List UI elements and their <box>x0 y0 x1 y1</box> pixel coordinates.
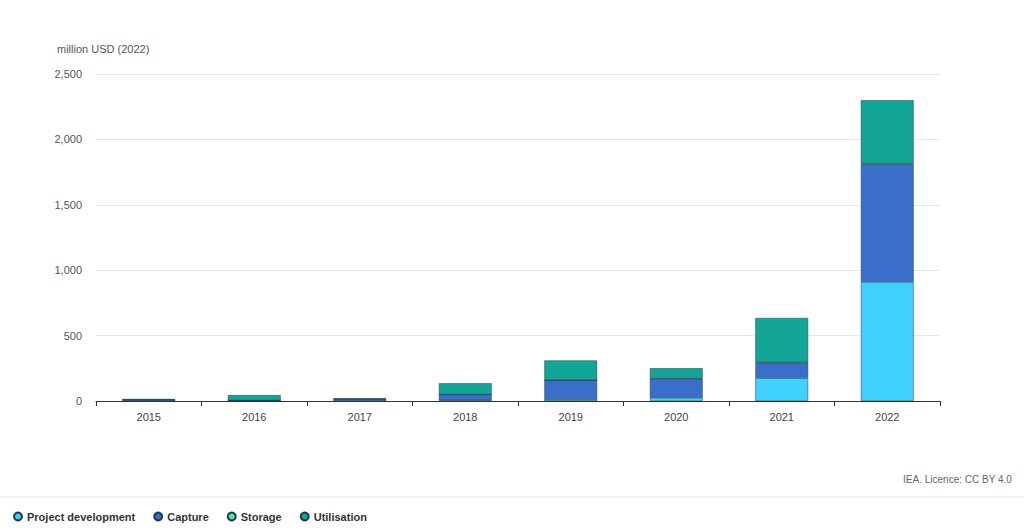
svg-text:500: 500 <box>64 330 82 342</box>
svg-text:2020: 2020 <box>664 411 688 423</box>
svg-text:2018: 2018 <box>453 411 477 423</box>
svg-text:million USD (2022): million USD (2022) <box>57 43 149 55</box>
svg-text:2,500: 2,500 <box>54 68 82 80</box>
svg-text:IEA. Licence: CC BY 4.0: IEA. Licence: CC BY 4.0 <box>903 474 1012 485</box>
svg-text:Project development: Project development <box>27 511 136 523</box>
svg-text:2019: 2019 <box>559 411 583 423</box>
svg-text:2021: 2021 <box>770 411 794 423</box>
svg-text:0: 0 <box>76 395 82 407</box>
svg-text:Storage: Storage <box>241 511 282 523</box>
svg-text:2022: 2022 <box>875 411 899 423</box>
svg-text:2017: 2017 <box>348 411 372 423</box>
svg-text:Capture: Capture <box>167 511 209 523</box>
svg-text:2,000: 2,000 <box>54 133 82 145</box>
svg-text:1,000: 1,000 <box>54 264 82 276</box>
svg-text:2015: 2015 <box>137 411 161 423</box>
svg-text:Utilisation: Utilisation <box>314 511 367 523</box>
svg-text:2016: 2016 <box>242 411 266 423</box>
svg-text:1,500: 1,500 <box>54 199 82 211</box>
